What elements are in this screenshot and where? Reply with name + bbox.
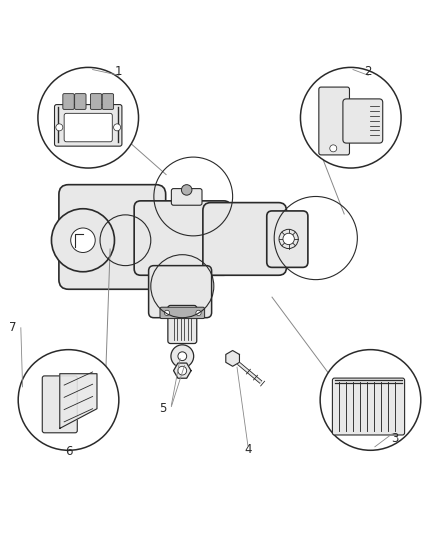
FancyBboxPatch shape	[202, 203, 286, 275]
Circle shape	[113, 124, 120, 131]
Circle shape	[283, 233, 293, 245]
Circle shape	[164, 310, 169, 316]
FancyBboxPatch shape	[332, 378, 404, 435]
Text: 3: 3	[390, 432, 397, 445]
FancyBboxPatch shape	[64, 114, 112, 142]
FancyBboxPatch shape	[63, 94, 74, 109]
FancyBboxPatch shape	[342, 99, 382, 143]
FancyBboxPatch shape	[318, 87, 349, 155]
Polygon shape	[225, 351, 239, 366]
Circle shape	[170, 345, 193, 368]
FancyBboxPatch shape	[42, 376, 77, 433]
Circle shape	[329, 145, 336, 152]
Circle shape	[300, 67, 400, 168]
Circle shape	[18, 350, 119, 450]
Circle shape	[319, 350, 420, 450]
Circle shape	[177, 352, 186, 361]
Text: 1: 1	[115, 65, 122, 78]
FancyBboxPatch shape	[167, 305, 196, 344]
Polygon shape	[173, 363, 191, 378]
Text: 7: 7	[9, 321, 17, 334]
Polygon shape	[60, 374, 97, 429]
Circle shape	[195, 310, 201, 316]
Circle shape	[56, 124, 63, 131]
Text: 4: 4	[244, 443, 251, 456]
Text: 2: 2	[364, 65, 371, 78]
FancyBboxPatch shape	[134, 201, 230, 275]
FancyBboxPatch shape	[59, 184, 165, 289]
Circle shape	[51, 209, 114, 272]
FancyBboxPatch shape	[54, 104, 122, 146]
FancyBboxPatch shape	[74, 94, 86, 109]
Circle shape	[38, 67, 138, 168]
Circle shape	[71, 228, 95, 253]
FancyBboxPatch shape	[266, 211, 307, 268]
FancyBboxPatch shape	[90, 94, 102, 109]
Circle shape	[181, 184, 191, 195]
FancyBboxPatch shape	[102, 94, 113, 109]
Text: 5: 5	[159, 402, 166, 415]
Circle shape	[279, 229, 297, 248]
Text: 6: 6	[65, 445, 72, 458]
FancyBboxPatch shape	[171, 189, 201, 205]
FancyBboxPatch shape	[159, 307, 204, 319]
Circle shape	[177, 366, 186, 375]
FancyBboxPatch shape	[148, 265, 211, 318]
